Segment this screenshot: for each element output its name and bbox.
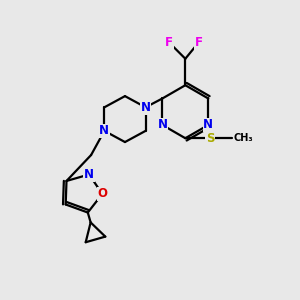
Text: O: O <box>97 188 107 200</box>
Text: N: N <box>84 168 94 181</box>
Text: CH₃: CH₃ <box>233 133 253 143</box>
Text: N: N <box>158 118 167 131</box>
Text: F: F <box>195 36 203 49</box>
Text: N: N <box>141 101 151 114</box>
Text: S: S <box>206 132 214 145</box>
Text: N: N <box>203 118 213 131</box>
Text: F: F <box>165 36 173 49</box>
Text: N: N <box>99 124 110 137</box>
